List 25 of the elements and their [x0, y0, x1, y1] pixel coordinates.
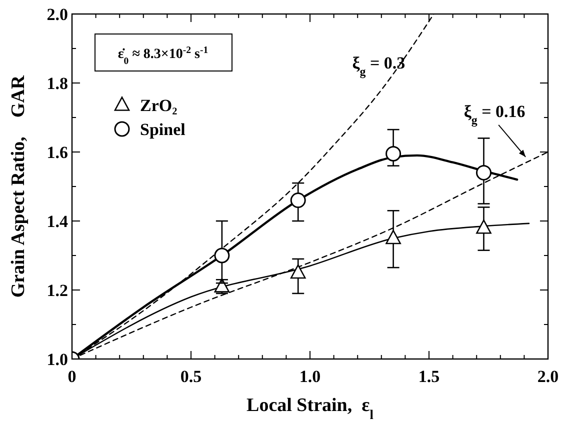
x-tick-label: 0 — [68, 367, 76, 386]
annotation: ξ$_{g}$ = 0.16 — [464, 102, 526, 127]
point — [386, 230, 401, 244]
x-axis-title: Local Strain, ε$_{l}$ — [246, 395, 374, 422]
legend-label: Spinel — [140, 120, 186, 139]
annotation: ε̇$_{0}$ ≈ 8.3×10$^{-2}$ s$^{-1}$ — [118, 44, 208, 66]
x-tick-label: 1.0 — [299, 367, 321, 386]
annotation: ξ$_{g}$ = 0.3 — [352, 53, 406, 78]
y-axis-title: Grain Aspect Ratio, GAR — [8, 75, 29, 298]
x-tick-label: 1.5 — [418, 367, 440, 386]
point — [476, 220, 492, 234]
point — [386, 146, 402, 162]
legend-label: ZrO₂ — [140, 96, 178, 115]
point — [290, 264, 306, 279]
y-tick-label: 1.0 — [46, 350, 68, 369]
point — [290, 192, 306, 208]
x-tick-label: 0.5 — [180, 367, 202, 386]
point — [476, 164, 492, 180]
x-tick-label: 2.0 — [537, 367, 559, 386]
y-tick-label: 1.8 — [46, 74, 68, 93]
y-tick-label: 1.4 — [46, 212, 68, 231]
point — [214, 248, 230, 264]
y-tick-label: 2.0 — [46, 5, 68, 24]
y-tick-label: 1.6 — [46, 143, 68, 162]
y-tick-label: 1.2 — [46, 281, 68, 300]
